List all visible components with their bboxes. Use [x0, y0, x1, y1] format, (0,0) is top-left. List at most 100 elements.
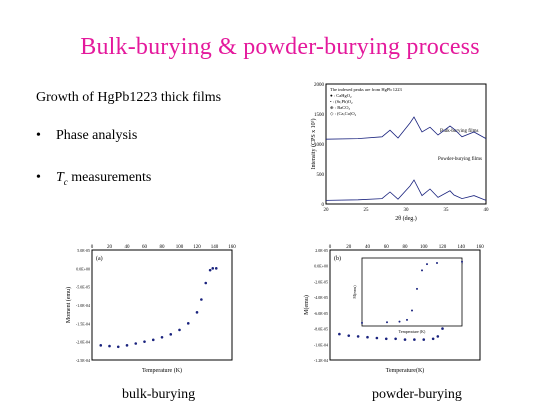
- x-tick-label: 140: [458, 245, 466, 250]
- data-point: [169, 333, 173, 336]
- data-point: [208, 268, 212, 272]
- legend-line: ⊕ : BaCO₃: [330, 105, 351, 110]
- y-tick-label: 0.0E+00: [314, 264, 328, 269]
- x-tick-label: 60: [142, 245, 148, 250]
- inset-data-point: [421, 269, 423, 272]
- y-tick-label: -8.0E-05: [314, 327, 328, 332]
- y-tick-label: 500: [317, 173, 325, 178]
- xrd-legend: The indexed peaks are from HgPb 1223 ● :…: [330, 87, 402, 117]
- x-axis-label: 2θ (deg.): [395, 215, 417, 222]
- plot-frame: [329, 249, 481, 361]
- y-tick-label: 0: [322, 203, 325, 208]
- y-tick-label: -5.0E-05: [76, 285, 90, 290]
- x-tick-label: 30: [404, 208, 410, 213]
- data-point: [125, 344, 129, 347]
- data-point: [413, 338, 416, 341]
- data-point: [151, 338, 155, 342]
- y-tick-label: -6.0E-05: [314, 311, 328, 316]
- panel-label: (a): [96, 255, 103, 262]
- x-tick-label: 20: [324, 208, 330, 213]
- y-tick-label: -2.0E-04: [76, 340, 90, 345]
- x-tick-label: 20: [346, 245, 352, 250]
- x-tick-label: 0: [329, 245, 332, 250]
- data-point: [186, 322, 190, 325]
- y-tick-label: 1000: [314, 143, 325, 148]
- y-tick-label: -2.5E-04: [76, 358, 90, 363]
- y-tick-label: -4.0E-05: [314, 295, 328, 300]
- inset-frame: [361, 257, 463, 327]
- x-axis-label: Temperature(K): [386, 367, 425, 374]
- data-point: [211, 267, 215, 270]
- y-tick-label: 2000: [314, 83, 325, 88]
- data-point: [338, 332, 341, 336]
- inset-data-point: [386, 321, 388, 324]
- inset-x-label: Temperature (K): [399, 329, 426, 334]
- data-point: [116, 345, 120, 349]
- data-point: [375, 336, 379, 340]
- data-point: [108, 344, 111, 348]
- plot-frame: [325, 83, 487, 205]
- inset-data-point: [361, 321, 363, 324]
- inset-data-point: [406, 318, 408, 321]
- x-tick-label: 80: [403, 245, 409, 250]
- x-tick-label: 40: [365, 245, 371, 250]
- inset-data-point: [436, 261, 438, 264]
- data-point: [195, 311, 199, 314]
- y-axis-label: M(emu): [303, 295, 310, 315]
- inset-data-point: [411, 309, 413, 312]
- y-tick-label: 2.0E-05: [315, 248, 328, 253]
- data-point: [200, 298, 203, 301]
- x-tick-label: 100: [420, 245, 428, 250]
- x-tick-label: 140: [211, 245, 219, 250]
- xrd-chart: Intensity (CPS x 10³) 2θ (deg.) 20 25 30 35…: [310, 83, 490, 222]
- bullet-text: measurements: [67, 170, 152, 185]
- bullet-marker: •: [36, 128, 41, 143]
- bullet-text: Phase analysis: [56, 128, 138, 143]
- data-point: [214, 267, 218, 270]
- inset-y-label: M(emu): [352, 285, 357, 299]
- plot-frame: [91, 249, 233, 361]
- bulk-chart: (a) Moment (emu) Temperature (K) 0 20 40 60…: [65, 245, 236, 374]
- x-tick-label: 60: [384, 245, 390, 250]
- caption-powder: powder-burying: [372, 387, 462, 402]
- caption-bulk: bulk-burying: [122, 387, 196, 402]
- powder-chart: (b) M(emu) Temperature(K) 0 20 40 60 80 100 12…: [303, 245, 484, 374]
- data-point: [403, 338, 407, 341]
- x-tick-label: 40: [484, 208, 490, 213]
- y-axis-label: Moment (emu): [65, 287, 72, 323]
- tc-symbol: Tc: [56, 170, 68, 187]
- bullet-marker: •: [36, 170, 41, 185]
- y-tick-label: 0.0E+00: [76, 266, 90, 271]
- data-point: [366, 335, 369, 339]
- x-tick-label: 20: [107, 245, 113, 250]
- inset-data-point: [398, 320, 401, 323]
- x-tick-label: 120: [193, 245, 201, 250]
- data-point: [204, 281, 208, 285]
- x-tick-label: 100: [176, 245, 184, 250]
- y-tick-label: -1.2E-04: [314, 358, 328, 363]
- series-line-0: [325, 116, 487, 140]
- slide-subtitle: Growth of HgPb1223 thick films: [36, 90, 222, 105]
- data-point: [99, 344, 103, 347]
- x-tick-label: 25: [364, 208, 370, 213]
- inset-data-point: [416, 287, 418, 290]
- y-tick-label: -1.0E-04: [314, 342, 328, 347]
- panel-label: (b): [334, 255, 341, 262]
- series-line-1: [325, 179, 487, 201]
- x-tick-label: 160: [228, 245, 236, 250]
- x-tick-label: 40: [125, 245, 131, 250]
- y-axis-label: Intensity (CPS x 10³): [310, 119, 317, 170]
- data-point: [356, 335, 360, 338]
- y-tick-label: -1.5E-04: [76, 321, 90, 326]
- series-label-bulk: Bulk-burying films: [440, 129, 479, 134]
- inset-data-point: [461, 260, 463, 263]
- data-point: [422, 338, 426, 341]
- data-point: [160, 335, 164, 339]
- x-tick-label: 35: [444, 208, 450, 213]
- data-point: [178, 328, 181, 332]
- slide-title: Bulk-burying & powder-burying process: [80, 34, 480, 60]
- data-point: [441, 327, 444, 330]
- legend-line: • : (Sr,Pb)O₂: [330, 99, 353, 105]
- data-point: [436, 335, 440, 338]
- x-tick-label: 120: [439, 245, 447, 250]
